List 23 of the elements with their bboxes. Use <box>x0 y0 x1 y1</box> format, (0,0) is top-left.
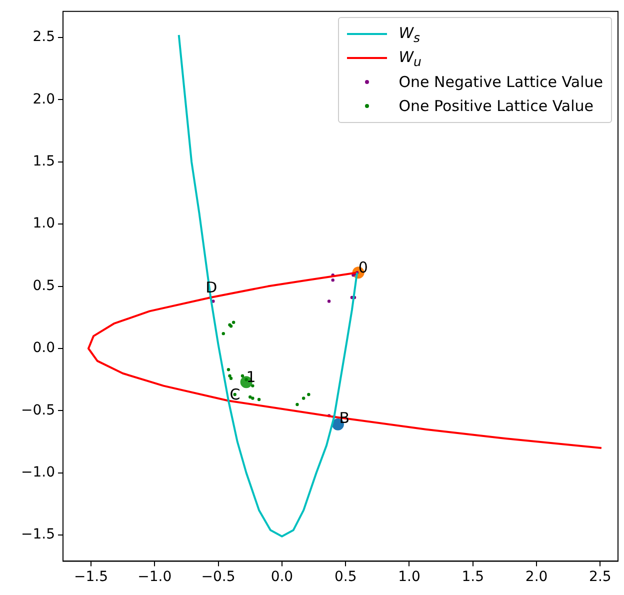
y-tick-label: 1.0 <box>32 216 55 232</box>
y-tick-label: −0.5 <box>20 402 55 418</box>
x-tick-label: −0.5 <box>201 569 236 586</box>
legend-label: One Positive Lattice Value <box>398 97 594 116</box>
x-tick-label: −1.0 <box>138 569 172 586</box>
y-tick-label: −1.5 <box>20 526 55 543</box>
y-tick-label: 1.5 <box>32 154 55 170</box>
legend-label: One Negative Lattice Value <box>398 73 603 92</box>
y-tick-label: 0.5 <box>32 278 55 294</box>
x-tick-label: 0.0 <box>270 569 294 586</box>
x-tick-label: 1.5 <box>462 569 484 586</box>
annotation: C <box>230 385 240 404</box>
y-tick-label: 0.0 <box>32 340 55 356</box>
x-tick-label: 0.5 <box>334 569 357 586</box>
x-tick-label: 2.5 <box>589 569 612 586</box>
x-tick-label: 1.0 <box>398 569 420 586</box>
legend-label: W$_{u}$ <box>398 48 422 69</box>
x-tick-label: 2.0 <box>525 569 548 586</box>
legend-label: W$_{s}$ <box>398 24 420 45</box>
y-tick-label: −1.0 <box>20 464 55 481</box>
x-tick-label: −1.5 <box>74 569 108 586</box>
y-tick-label: 2.0 <box>32 91 55 108</box>
y-tick-label: 2.5 <box>32 29 55 46</box>
